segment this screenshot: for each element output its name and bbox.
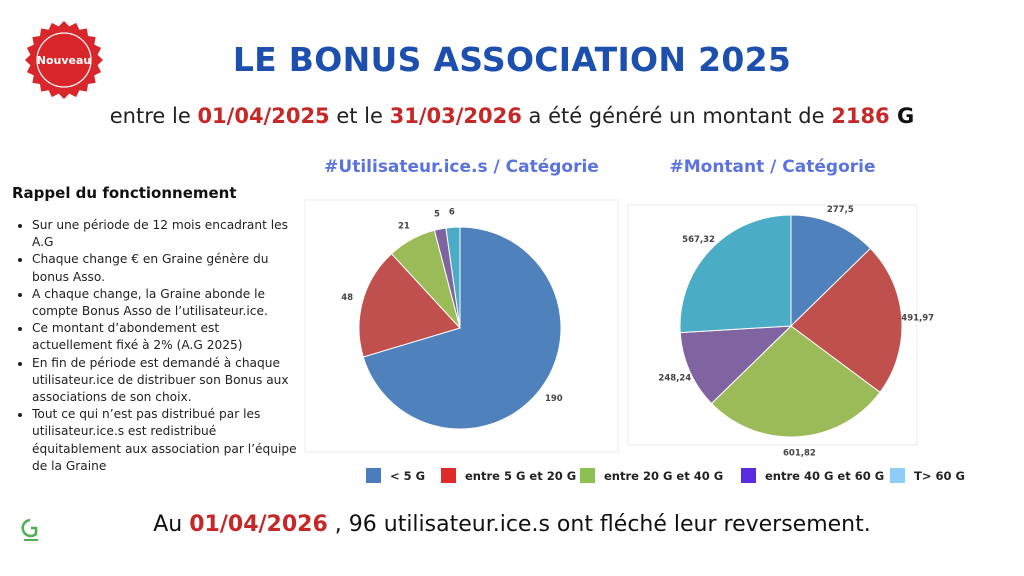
data-label: 5 bbox=[434, 209, 440, 219]
section-title: Rappel du fonctionnement bbox=[12, 184, 237, 202]
pie-slice bbox=[679, 214, 792, 334]
legend-label: entre 40 G et 60 G bbox=[765, 469, 884, 483]
logo-mark bbox=[21, 518, 38, 538]
date: 31/03/2026 bbox=[389, 104, 522, 128]
badge-ring bbox=[36, 32, 92, 88]
data-label: 190 bbox=[545, 394, 563, 404]
data-label: 277,5 bbox=[827, 205, 854, 215]
data-label: 248,24 bbox=[658, 373, 691, 383]
reminder-item: Tout ce qui n’est pas distribué par les … bbox=[32, 406, 302, 475]
data-label: 6 bbox=[449, 207, 455, 217]
pie-slice bbox=[445, 226, 461, 329]
legend-swatch bbox=[580, 468, 595, 483]
amount: 2186 bbox=[831, 104, 890, 128]
reminder-item: Chaque change € en Graine génère du bonu… bbox=[32, 251, 302, 285]
data-label: 21 bbox=[398, 221, 410, 231]
reminder-list: Sur une période de 12 mois encadrant les… bbox=[2, 217, 302, 475]
text: , 96 utilisateur.ice.s ont fléché leur r… bbox=[327, 512, 871, 537]
legend-label: T> 60 G bbox=[914, 469, 965, 483]
date: 01/04/2025 bbox=[197, 104, 330, 128]
text: Au bbox=[153, 512, 190, 537]
badge: Nouveau bbox=[25, 21, 103, 99]
pie-slice bbox=[790, 247, 903, 393]
legend-swatch bbox=[890, 468, 905, 483]
legend-label: < 5 G bbox=[390, 469, 425, 483]
legend-label: entre 5 G et 20 G bbox=[465, 469, 576, 483]
reminder-item: En fin de période est demandé à chaque u… bbox=[32, 355, 302, 407]
data-label: 48 bbox=[341, 293, 353, 303]
text: et le bbox=[329, 104, 390, 128]
pie-slice bbox=[710, 325, 881, 438]
pie-slice bbox=[790, 214, 872, 328]
pie-slice bbox=[362, 226, 562, 430]
reminder-item: A chaque change, la Graine abonde le com… bbox=[32, 286, 302, 320]
unit: G bbox=[889, 104, 915, 128]
legend-swatch bbox=[741, 468, 756, 483]
pie-slice bbox=[679, 325, 793, 405]
data-label: 567,32 bbox=[682, 235, 715, 245]
footer: Au 01/04/2026 , 96 utilisateur.ice.s ont… bbox=[0, 512, 1024, 537]
charts: 190 48 21 5 6 277,5 491,97 601,82 248,24 567,32 bbox=[341, 205, 934, 459]
date: 01/04/2026 bbox=[189, 512, 328, 537]
reminder-item: Ce montant d’abondement est actuellement… bbox=[32, 320, 302, 354]
logo bbox=[21, 518, 38, 541]
subtitle: entre le 01/04/2025 et le 31/03/2026 a é… bbox=[0, 104, 1024, 128]
chart-title: #Utilisateur.ice.s / Catégorie bbox=[324, 157, 599, 177]
chart-title: #Montant / Catégorie bbox=[669, 157, 876, 177]
legend-swatch bbox=[441, 468, 456, 483]
title: LE BONUS ASSOCIATION 2025 bbox=[232, 40, 792, 79]
legend: < 5 G entre 5 G et 20 G entre 20 G et 40 G… bbox=[366, 468, 965, 483]
data-label: 601,82 bbox=[783, 449, 816, 459]
data-label: 491,97 bbox=[901, 314, 934, 324]
reminder-item: Sur une période de 12 mois encadrant les… bbox=[32, 217, 302, 251]
text: entre le bbox=[109, 104, 198, 128]
text: a été généré un montant de bbox=[521, 104, 832, 128]
pie-slice bbox=[358, 253, 461, 358]
legend-label: entre 20 G et 40 G bbox=[604, 469, 723, 483]
badge-text: Nouveau bbox=[37, 54, 91, 67]
legend-swatch bbox=[366, 468, 381, 483]
